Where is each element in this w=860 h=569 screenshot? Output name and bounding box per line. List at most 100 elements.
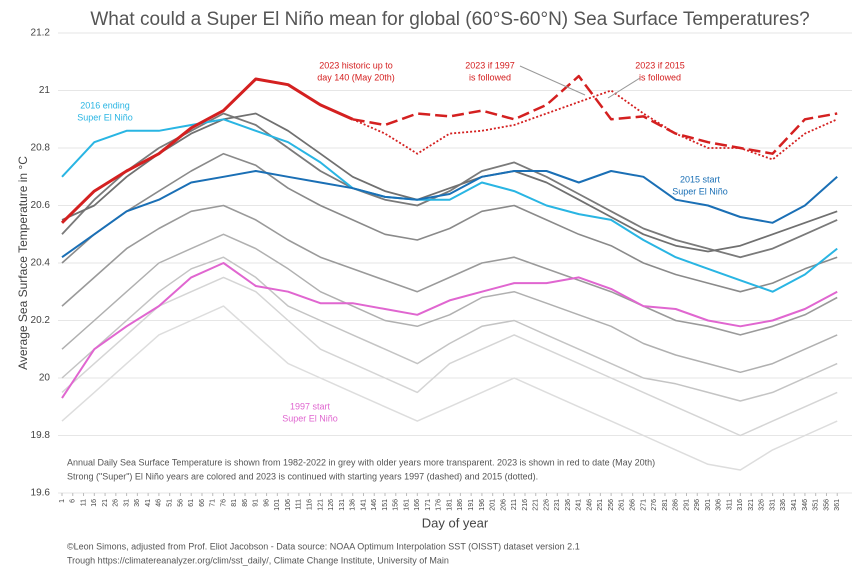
series-line — [61, 305, 838, 471]
y-tick-label: 19.8 — [31, 430, 51, 441]
y-tick-label: 20.4 — [31, 258, 51, 269]
x-tick-label: 166 — [414, 499, 421, 511]
annotation: 2015 start — [680, 174, 721, 184]
x-tick-label: 131 — [339, 499, 346, 511]
x-tick-label: 186 — [457, 499, 464, 511]
x-tick-label: 136 — [350, 499, 357, 511]
annotation: is followed — [469, 72, 511, 82]
series-line — [60, 77, 354, 224]
x-tick-label: 291 — [683, 499, 690, 511]
y-tick-label: 21 — [39, 85, 51, 96]
series-line — [61, 276, 838, 437]
x-tick-label: 141 — [360, 499, 367, 511]
x-tick-label: 126 — [328, 499, 335, 511]
series-line — [352, 74, 838, 155]
annotation: 2023 historic up to — [319, 60, 393, 70]
x-tick-label: 281 — [662, 499, 669, 511]
x-tick-label: 61 — [188, 499, 195, 507]
x-tick-label: 236 — [565, 499, 572, 511]
x-tick-label: 211 — [511, 499, 518, 510]
x-tick-label: 256 — [608, 499, 615, 511]
x-tick-label: 176 — [436, 499, 443, 511]
x-tick-label: 216 — [522, 499, 529, 511]
x-tick-label: 201 — [490, 499, 497, 511]
x-tick-label: 96 — [263, 499, 270, 507]
x-tick-label: 346 — [802, 499, 809, 511]
x-tick-label: 1 — [59, 499, 66, 503]
x-tick-label: 251 — [597, 499, 604, 511]
x-tick-label: 206 — [500, 499, 507, 511]
x-tick-label: 26 — [113, 499, 120, 507]
x-tick-label: 156 — [393, 499, 400, 511]
x-tick-label: 316 — [737, 499, 744, 511]
x-tick-label: 66 — [199, 499, 206, 507]
x-tick-label: 306 — [716, 499, 723, 511]
x-tick-label: 226 — [543, 499, 550, 511]
credit: ©Leon Simons, adjusted from Prof. Eliot … — [67, 541, 580, 551]
x-tick-label: 181 — [446, 499, 453, 511]
annotation: Super El Niño — [672, 186, 728, 196]
series-line — [61, 262, 838, 399]
x-tick-label: 91 — [253, 499, 260, 507]
x-tick-label: 41 — [145, 499, 152, 507]
x-tick-label: 11 — [80, 499, 87, 506]
x-axis-label: Day of year — [422, 515, 489, 530]
series-line — [61, 112, 838, 253]
x-tick-label: 196 — [479, 499, 486, 511]
x-tick-label: 276 — [651, 499, 658, 511]
annotation: 2023 if 2015 — [635, 60, 685, 70]
x-tick-label: 16 — [91, 499, 98, 507]
series-line — [61, 170, 838, 259]
x-tick-label: 221 — [533, 499, 540, 511]
x-tick-label: 356 — [823, 499, 830, 511]
y-tick-label: 20.8 — [31, 143, 51, 154]
x-tick-label: 116 — [306, 499, 313, 510]
y-tick-label: 20.6 — [31, 200, 51, 211]
series-line — [352, 89, 838, 161]
x-tick-label: 331 — [769, 499, 776, 511]
x-tick-label: 106 — [285, 499, 292, 511]
x-tick-label: 151 — [382, 499, 389, 511]
x-tick-label: 171 — [425, 499, 432, 511]
series-line — [61, 118, 838, 293]
series-line — [61, 256, 838, 402]
x-tick-label: 76 — [220, 499, 227, 507]
x-tick-label: 361 — [834, 499, 841, 511]
annotation: Super El Niño — [77, 112, 133, 122]
x-tick-label: 31 — [123, 499, 130, 507]
annotation: Super El Niño — [282, 413, 338, 423]
x-tick-label: 121 — [317, 499, 324, 511]
x-tick-label: 6 — [70, 499, 77, 503]
y-tick-label: 21.2 — [31, 28, 51, 39]
x-tick-label: 86 — [242, 499, 249, 507]
chart-title: What could a Super El Niño mean for glob… — [90, 9, 809, 30]
x-tick-label: 241 — [576, 499, 583, 511]
x-tick-label: 231 — [554, 499, 561, 511]
x-tick-label: 286 — [673, 499, 680, 511]
x-tick-label: 81 — [231, 499, 238, 507]
annotation-arrow — [519, 65, 586, 96]
x-tick-label: 266 — [630, 499, 637, 511]
x-tick-label: 301 — [705, 499, 712, 511]
y-axis-label: Average Sea Surface Temperature in °C — [16, 156, 30, 370]
credit: Trough https://climatereanalyzer.org/cli… — [67, 555, 449, 565]
y-tick-label: 20 — [39, 373, 51, 384]
annotation-arrow — [607, 77, 641, 99]
annotation: 1997 start — [290, 401, 331, 411]
series-line — [61, 112, 838, 259]
y-tick-label: 20.2 — [31, 315, 51, 326]
x-tick-label: 341 — [791, 499, 798, 511]
x-tick-label: 191 — [468, 499, 475, 511]
x-tick-label: 56 — [177, 499, 184, 507]
series-line — [61, 204, 838, 336]
annotation: 2023 if 1997 — [465, 60, 515, 70]
x-tick-label: 271 — [640, 499, 647, 511]
x-tick-label: 111 — [296, 499, 303, 510]
x-tick-label: 101 — [274, 499, 281, 511]
y-tick-label: 19.6 — [31, 488, 51, 499]
annotation: day 140 (May 20th) — [317, 72, 395, 82]
x-tick-label: 311 — [726, 499, 733, 510]
series-line — [61, 233, 838, 374]
x-tick-label: 146 — [371, 499, 378, 511]
